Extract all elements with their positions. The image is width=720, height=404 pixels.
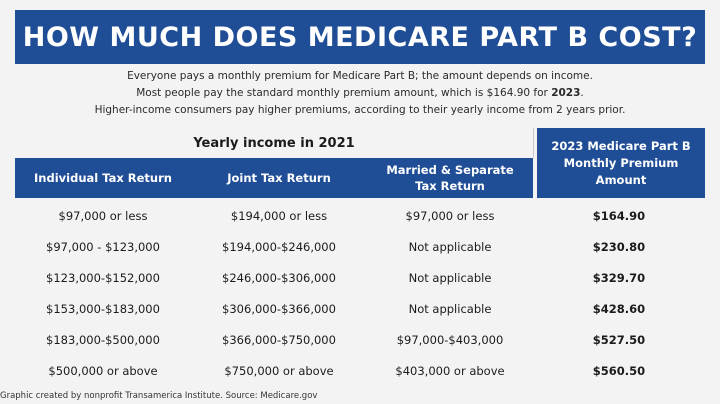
intro-line-3: Higher-income consumers pay higher premi… (94, 104, 626, 116)
table-row: $153,000-$183,000 $306,000-$366,000 Not … (15, 293, 705, 324)
cell-premium: $164.90 (592, 208, 646, 223)
source-footer: Graphic created by nonprofit Transameric… (0, 391, 318, 401)
intro-line-2-prefix: Most people pay the standard monthly pre… (136, 87, 552, 99)
table-row: $97,000 or less $194,000 or less $97,000… (15, 200, 705, 231)
cell-joint: $306,000-$366,000 (222, 301, 336, 316)
cell-joint: $750,000 or above (224, 363, 334, 378)
table-row: $183,000-$500,000 $366,000-$750,000 $97,… (15, 324, 705, 355)
cell-separate: Not applicable (408, 301, 492, 316)
cell-premium: $329.70 (592, 270, 646, 285)
cell-individual: $183,000-$500,000 (46, 332, 160, 347)
intro-line-2: Most people pay the standard monthly pre… (20, 85, 700, 102)
table-row: $97,000 - $123,000 $194,000-$246,000 Not… (15, 231, 705, 262)
column-header-individual: Individual Tax Return (34, 171, 172, 185)
cell-individual: $123,000-$152,000 (46, 270, 160, 285)
table-row: $123,000-$152,000 $246,000-$306,000 Not … (15, 262, 705, 293)
cell-separate: $403,000 or above (395, 363, 505, 378)
cell-individual: $97,000 - $123,000 (46, 239, 160, 254)
column-header-row: Individual Tax Return Joint Tax Return M… (15, 158, 533, 198)
page-title: HOW MUCH DOES MEDICARE PART B COST? (15, 10, 705, 64)
cell-premium: $230.80 (592, 239, 646, 254)
cell-separate: Not applicable (408, 239, 492, 254)
column-header-separate: Married & Separate Tax Return (386, 163, 514, 193)
cell-separate: $97,000 or less (405, 208, 495, 223)
cell-premium: $527.50 (592, 332, 646, 347)
cell-joint: $194,000 or less (230, 208, 328, 223)
cell-premium: $428.60 (592, 301, 646, 316)
column-header-premium: 2023 Medicare Part B Monthly Premium Amo… (537, 128, 705, 198)
cell-joint: $246,000-$306,000 (222, 270, 336, 285)
column-header-joint: Joint Tax Return (227, 171, 331, 185)
intro-line-2-suffix: . (580, 87, 584, 99)
intro-line-2-year: 2023 (551, 87, 581, 99)
cell-separate: Not applicable (408, 270, 492, 285)
cell-joint: $194,000-$246,000 (222, 239, 336, 254)
table-row: $500,000 or above $750,000 or above $403… (15, 355, 705, 386)
cell-joint: $366,000-$750,000 (222, 332, 336, 347)
intro-text: Everyone pays a monthly premium for Medi… (20, 68, 700, 119)
cell-individual: $153,000-$183,000 (46, 301, 160, 316)
cell-individual: $500,000 or above (48, 363, 158, 378)
cell-premium: $560.50 (592, 363, 646, 378)
intro-line-1: Everyone pays a monthly premium for Medi… (127, 70, 593, 82)
income-group-header: Yearly income in 2021 (15, 128, 534, 158)
cell-individual: $97,000 or less (58, 208, 148, 223)
cell-separate: $97,000-$403,000 (396, 332, 504, 347)
table-body: $97,000 or less $194,000 or less $97,000… (15, 200, 705, 386)
